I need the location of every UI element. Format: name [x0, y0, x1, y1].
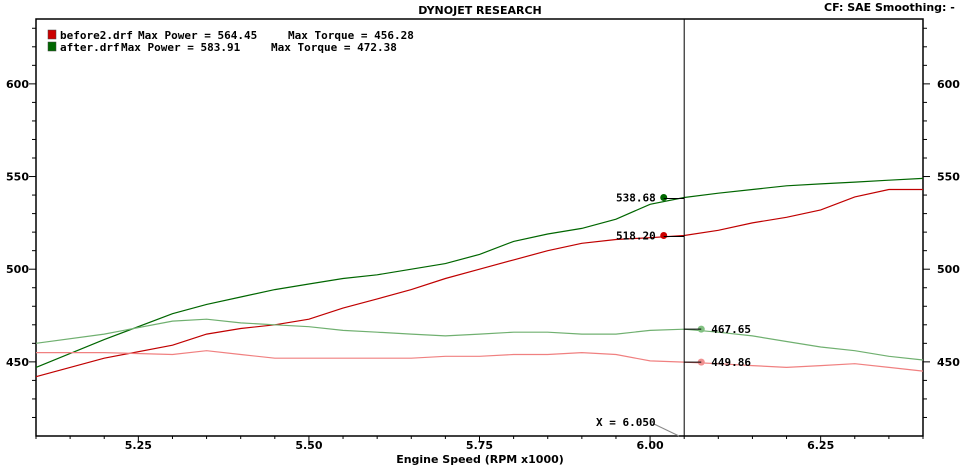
value-label: 518.20 — [616, 229, 656, 242]
series-line — [35, 318, 924, 361]
chart-title: DYNOJET RESEARCH — [418, 4, 541, 17]
value-markers: 538.68 518.20 467.65 449.86 — [616, 192, 751, 370]
series-lines — [35, 177, 924, 378]
x-tick-label: 6.00 — [637, 439, 664, 452]
y-tick-label-right: 500 — [937, 263, 960, 276]
legend-after-file: after.drf — [60, 41, 120, 54]
plot-frame — [35, 18, 924, 437]
axes: 5.25 5.50 5.75 6.00 6.25 450 450 500 500 550 550 60… — [6, 18, 960, 452]
series-line — [35, 177, 924, 368]
value-marker — [660, 194, 668, 202]
cursor-label: X = 6.050 — [596, 416, 656, 429]
correction-info: CF: SAE Smoothing: - — [824, 1, 955, 14]
value-label: 538.68 — [616, 192, 656, 205]
cursor[interactable]: X = 6.050 — [596, 19, 685, 437]
cursor-leader — [653, 423, 680, 437]
y-tick-label-right: 550 — [937, 171, 960, 184]
value-marker — [660, 231, 668, 239]
legend-before-file: before2.drf — [60, 29, 133, 42]
series-line — [36, 350, 924, 372]
legend-before-torque: Max Torque = 456.28 — [288, 29, 414, 42]
y-tick-label-left: 450 — [6, 356, 29, 369]
value-label: 449.86 — [711, 356, 751, 369]
value-label: 467.65 — [711, 323, 751, 336]
x-tick-label: 5.25 — [125, 439, 152, 452]
legend-after-torque: Max Torque = 472.38 — [271, 41, 397, 54]
y-tick-label-left: 600 — [6, 78, 29, 91]
legend-swatch-after — [47, 41, 57, 52]
series-line — [35, 188, 923, 378]
y-tick-label-left: 550 — [6, 171, 29, 184]
x-axis-label: Engine Speed (RPM x1000) — [396, 453, 564, 466]
y-tick-label-right: 450 — [937, 356, 960, 369]
legend-swatch-before — [47, 29, 57, 40]
legend-before-power: Max Power = 564.45 — [138, 29, 257, 42]
x-tick-label: 6.25 — [807, 439, 834, 452]
legend-after-power: Max Power = 583.91 — [121, 41, 241, 54]
legend: before2.drf Max Power = 564.45 Max Torqu… — [47, 29, 414, 54]
x-tick-label: 5.75 — [466, 439, 493, 452]
y-tick-label-left: 500 — [6, 263, 29, 276]
y-tick-label-right: 600 — [937, 78, 960, 91]
x-tick-label: 5.50 — [295, 439, 322, 452]
